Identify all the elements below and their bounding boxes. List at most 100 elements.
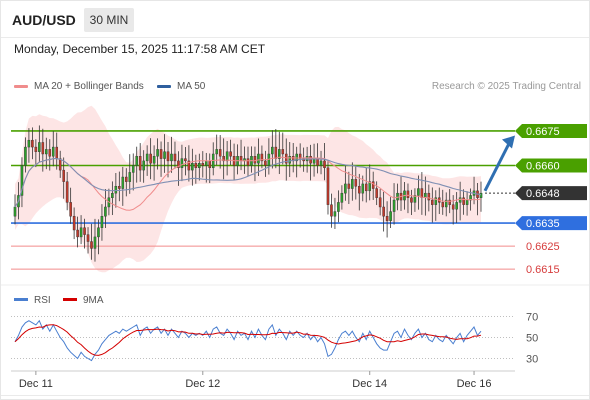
candle-body [389,211,392,221]
level-label-0.6625: 0.6625 [526,241,560,253]
candle-body [378,197,382,208]
candle-body [337,202,340,212]
candle-body [166,151,170,162]
candle-body [462,197,465,205]
candle-body [218,149,222,157]
candle-body [354,179,358,187]
candle-body [458,197,462,203]
level-tag-0.6675 [515,123,587,138]
candle-body [201,163,205,166]
candle-body [142,160,145,171]
candle-body [62,169,65,182]
candle-body [65,181,69,203]
candle-body [177,160,180,169]
candle-body [159,149,163,159]
level-tag-0.6660 [515,158,587,173]
candle-body [215,149,218,155]
candle-body [149,153,152,164]
candle-body [38,142,41,152]
chart-datetime: Monday, December 15, 2025 11:17:58 AM CE… [14,42,266,56]
legend-label-ma20: MA 20 + Bollinger Bands [34,81,144,92]
candle-body [309,156,312,164]
candle-body [284,153,288,164]
candle-body [330,204,333,217]
candle-body [479,192,483,198]
candle-body [364,183,368,192]
current-price-label: 0.6648 [526,188,560,200]
candle-body [319,160,323,166]
level-label-0.6660: 0.6660 [526,161,560,173]
candle-body [34,146,38,152]
candle-body [288,156,292,164]
candle-body [145,153,149,162]
candle-body [406,190,410,198]
candle-body [69,202,72,217]
candle-body [93,236,97,249]
timeframe-button[interactable]: 30 MIN [84,8,134,32]
bottom-divider [1,395,589,396]
candle-body [448,199,451,205]
candle-body [444,199,448,208]
candle-body [340,192,344,203]
rsi-tick-70: 70 [526,312,538,324]
copyright-text: Research © 2025 Trading Central [431,81,581,92]
candle-body [20,165,24,196]
candle-body [385,215,389,221]
candle-body [264,160,267,166]
candle-body [326,167,330,205]
level-label-0.6615: 0.6615 [526,264,560,276]
candle-body [451,204,455,210]
candle-body [371,181,375,189]
candle-body [194,163,198,169]
candle-body [170,153,173,162]
candle-body [361,183,365,194]
x-tick-label: Dec 12 [185,378,220,390]
candle-body [72,215,76,231]
candle-body [27,139,31,148]
candle-body [257,153,260,164]
candle-body [152,156,156,164]
candle-body [316,158,319,166]
candle-body [347,183,351,189]
candle-body [198,163,201,169]
rsi-tick-50: 50 [526,333,538,345]
forecast-arrow-shaft [483,142,511,192]
level-label-0.6635: 0.6635 [526,218,560,230]
candle-body [368,181,371,192]
candle-body [121,176,125,189]
candle-body [184,158,187,162]
candle-body [271,146,274,155]
candle-body [431,199,434,205]
candle-body [125,176,128,182]
candle-body [86,234,90,242]
candle-body [135,156,138,166]
candle-body [239,156,243,162]
rsi-ma-line [14,324,482,356]
legend-item-ma20: MA 20 + Bollinger Bands [14,81,144,92]
candle-body [118,186,121,189]
candle-body [97,227,100,238]
candle-body [51,146,55,157]
candle-body [187,160,191,171]
x-tick-label: Dec 11 [19,378,53,390]
candle-body [31,139,34,148]
candle-body [138,156,142,171]
candle-body [420,188,424,198]
candle-body [55,146,59,159]
level-tag-0.6635 [515,216,587,231]
candle-body [48,149,52,157]
candle-body [253,156,257,164]
candle-body [465,199,469,205]
legend-swatch-rsi [14,298,28,301]
x-tick-label: Dec 16 [457,378,492,390]
candle-body [333,211,337,217]
candle-body [351,179,354,189]
candle-body [58,158,62,171]
candle-body [173,153,177,162]
symbol-label: AUD/USD [12,12,76,28]
legend-label-rsi: RSI [34,295,51,306]
header-divider [1,37,589,38]
legend-label-9ma: 9MA [83,295,104,306]
rsi-tick-30: 30 [526,354,538,366]
